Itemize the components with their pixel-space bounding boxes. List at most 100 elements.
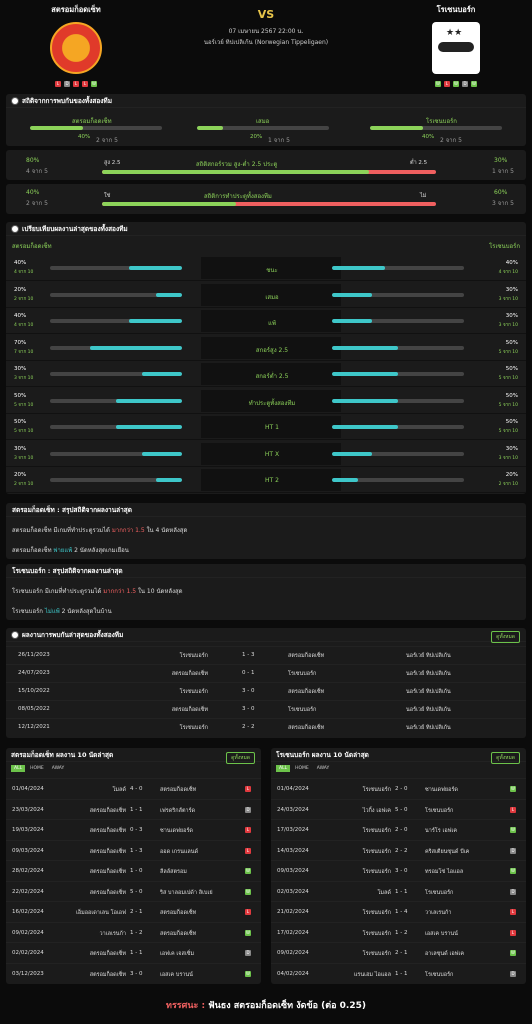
compare-row: 20% 2 จาก 10 เสมอ 30% 3 จาก 10 (6, 282, 526, 308)
result-badge: L (245, 909, 251, 915)
away-team-logo: ★★ (432, 22, 480, 74)
h2h-match-row[interactable]: 08/05/2022 สตรอมก็อดเซ็ท 3 - 0 โรเซนบอร์ก นอ… (6, 700, 526, 717)
compare-right-count: 2 จาก 10 (498, 482, 518, 487)
match-home: โรเซนบอร์ก (362, 910, 391, 916)
tab-all[interactable]: ALL (276, 765, 291, 772)
match-row[interactable]: 01/04/2024 โมลด์ 4 - 0 สตรอมก็อดเซ็ท L (6, 778, 261, 798)
h2h-away: สตรอมก็อดเซ็ท (288, 689, 325, 695)
compare-row-center (201, 257, 341, 279)
match-away: วาเลเรนก้า (425, 910, 452, 916)
football-icon (11, 631, 19, 639)
ou-bar (102, 170, 436, 174)
match-away: ออด เกรนแลนด์ (160, 848, 199, 855)
h2h-match-row[interactable]: 24/07/2023 สตรอมก็อดเซ็ท 0 - 1 โรเซนบอร์ก นอ… (6, 664, 526, 681)
match-home: สตรอมก็อดเซ็ท (89, 828, 126, 834)
tab-away[interactable]: AWAY (51, 766, 65, 771)
prediction-text: ฟันธง สตรอมก็อดเซ็ท งัดข้อ (ต่อ 0.25) (208, 1001, 366, 1011)
ou-over-label: สูง 2.5 (104, 160, 121, 166)
btts-right-pct: 60% (494, 189, 508, 196)
h2h-match-row[interactable]: 26/11/2023 โรเซนบอร์ก 1 - 3 สตรอมก็อดเซ็ท นอ… (6, 646, 526, 663)
ou-left-count: 4 จาก 5 (26, 168, 48, 175)
result-badge: W (245, 888, 251, 895)
match-row[interactable]: 21/02/2024 โรเซนบอร์ก 1 - 4 วาเลเรนก้า L (271, 901, 526, 921)
match-row[interactable]: 09/02/2024 วาเลเรนก้า 1 - 2 สตรอมก็อดเซ็ท W (6, 921, 261, 942)
btts-title: สถิติการทำประตูทั้งสองทีม (204, 193, 272, 200)
h2h-date: 12/12/2021 (18, 724, 50, 730)
match-row[interactable]: 01/04/2024 โรเซนบอร์ก 2 - 0 ซานเดฟยอร์ด W (271, 778, 526, 798)
match-row[interactable]: 02/03/2024 โมลด์ 1 - 1 โรเซนบอร์ก D (271, 880, 526, 901)
match-away: สตรอมก็อดเซ็ท (160, 787, 197, 793)
match-row[interactable]: 16/02/2024 เอ็มออเดาเลน โอเอฟ 2 - 1 สตรอมก็… (6, 901, 261, 921)
match-row[interactable]: 14/03/2024 โรเซนบอร์ก 2 - 2 คริสเตียนซุนด์ … (271, 839, 526, 860)
match-row[interactable]: 19/03/2024 สตรอมก็อดเซ็ท 0 - 3 ซานเดฟยอร์ด L (6, 819, 261, 839)
form-badge: W (91, 81, 97, 87)
compare-left-bar (50, 372, 182, 376)
match-score: 1 - 4 (395, 909, 408, 915)
h2h-match-row[interactable]: 12/12/2021 โรเซนบอร์ก 2 - 2 สตรอมก็อดเซ็ท นอ… (6, 718, 526, 735)
result-badge: L (245, 827, 251, 833)
away-view-all-button[interactable]: ดูทั้งหมด (491, 752, 520, 764)
match-row[interactable]: 17/03/2024 โรเซนบอร์ก 2 - 0 นาร์โร เอฟเค W (271, 819, 526, 839)
compare-row: 30% 3 จาก 10 HT X 30% 3 จาก 10 (6, 441, 526, 467)
compare-right-pct: 40% (505, 260, 518, 266)
compare-left-count: 2 จาก 10 (14, 296, 34, 302)
match-date: 09/02/2024 (277, 950, 309, 956)
tab-home[interactable]: HOME (30, 766, 44, 771)
match-row[interactable]: 22/02/2024 สตรอมก็อดเซ็ท 5 - 0 ริส บาลอมเปด… (6, 880, 261, 901)
compare-row: 40% 4 จาก 10 แพ้ 30% 3 จาก 10 (6, 308, 526, 334)
compare-right-count: 5 จาก 10 (498, 402, 518, 408)
match-date: 28/02/2024 (12, 868, 44, 874)
compare-away-name: โรเซนบอร์ก (489, 243, 520, 250)
summary-home-line1: สตรอมก็อดเซ็ท มีเกมที่ทำประตูรวมได้ มากก… (12, 527, 188, 534)
match-row[interactable]: 23/03/2024 สตรอมก็อดเซ็ท 1 - 1 เฟรดริกส์ตาร… (6, 798, 261, 819)
form-badge: L (73, 81, 79, 87)
match-row[interactable]: 03/12/2023 สตรอมก็อดเซ็ท 3 - 0 เอสเค บรานน์… (6, 962, 261, 983)
match-date: 09/02/2024 (12, 929, 44, 936)
h2h-score: 0 - 1 (242, 670, 255, 676)
h2h-score: 1 - 3 (242, 652, 255, 658)
match-row[interactable]: 09/03/2024 สตรอมก็อดเซ็ท 1 - 3 ออด เกรนแลนด… (6, 839, 261, 860)
h2h-match-row[interactable]: 15/10/2022 โรเซนบอร์ก 3 - 0 สตรอมก็อดเซ็ท นอ… (6, 682, 526, 699)
match-date: 02/03/2024 (277, 888, 309, 895)
match-home: โรเซนบอร์ก (362, 951, 391, 957)
ou-right-count: 1 จาก 5 (492, 168, 514, 175)
btts-no-label: ไม่ (420, 193, 427, 199)
compare-row-center (201, 389, 341, 412)
match-row[interactable]: 02/02/2024 สตรอมก็อดเซ็ท 1 - 1 เอฟเค เจสเซิ… (6, 942, 261, 962)
h2h-league: นอร์เวย์ ทิปเปลิเก้น (406, 671, 451, 677)
h2h-home-count: 2 จาก 5 (96, 137, 118, 144)
tab-all[interactable]: ALL (11, 765, 26, 772)
match-home: เอ็มออเดาเลน โอเอฟ (75, 910, 126, 916)
match-row[interactable]: 04/02/2024 แรนเฮม ไอแอล 1 - 1 โรเซนบอร์ก D (271, 962, 526, 983)
compare-left-bar (50, 319, 182, 323)
match-home: สตรอมก็อดเซ็ท (89, 807, 126, 814)
h2h-view-all-button[interactable]: ดูทั้งหมด (491, 631, 520, 643)
match-row[interactable]: 24/03/2024 ไวกิ้ง เอฟเค 5 - 0 โรเซนบอร์ก L (271, 798, 526, 819)
tab-home[interactable]: HOME (295, 766, 309, 771)
compare-right-count: 3 จาก 10 (498, 323, 518, 328)
compare-row: 20% 2 จาก 10 HT 2 20% 2 จาก 10 (6, 467, 526, 493)
match-row[interactable]: 09/03/2024 โรเซนบอร์ก 3 - 0 ทรอมโซ่ ไอแอล W (271, 860, 526, 880)
tab-away[interactable]: AWAY (316, 766, 330, 771)
home-view-all-button[interactable]: ดูทั้งหมด (226, 752, 255, 764)
match-home: โรเซนบอร์ก (362, 869, 391, 875)
match-score: 1 - 1 (130, 806, 143, 813)
compare-left-count: 2 จาก 10 (14, 482, 34, 487)
match-row[interactable]: 17/02/2024 โรเซนบอร์ก 1 - 2 เอสเค บรานน์ L (271, 921, 526, 942)
match-row[interactable]: 09/02/2024 โรเซนบอร์ก 2 - 1 อาเลซุนด์ เอฟเค… (271, 942, 526, 962)
match-score: 1 - 1 (395, 888, 408, 895)
summary-away-title: โรเซนบอร์ก : สรุปสถิติจากผลงานล่าสุด (6, 564, 526, 578)
match-date: 09/03/2024 (277, 868, 309, 874)
h2h-away: สตรอมก็อดเซ็ท (288, 653, 325, 659)
match-away: นาร์โร เอฟเค (425, 828, 458, 834)
compare-right-bar (332, 319, 464, 323)
compare-right-pct: 50% (505, 366, 518, 372)
match-row[interactable]: 28/02/2024 สตรอมก็อดเซ็ท 1 - 0 ลีลล์สตรอม W (6, 860, 261, 880)
match-away: ลีลล์สตรอม (160, 869, 187, 875)
result-badge: W (510, 827, 516, 833)
compare-left-count: 4 จาก 10 (14, 270, 34, 275)
match-score: 2 - 1 (395, 950, 408, 956)
h2h-away: โรเซนบอร์ก (288, 671, 317, 677)
